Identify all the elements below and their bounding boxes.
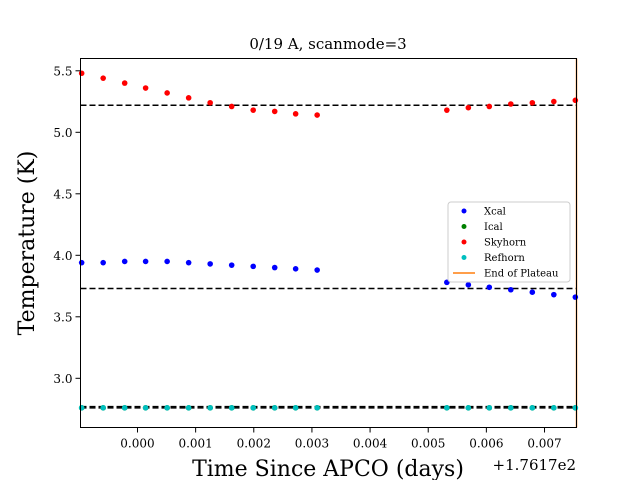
y-tick-label-1: 3.5: [53, 310, 72, 324]
axes-frame: [80, 58, 577, 428]
point-xcal-18: [572, 294, 579, 300]
legend-marker-skyhorn: [461, 239, 467, 245]
point-refhorn-0: [78, 405, 85, 411]
point-refhorn-14: [486, 405, 493, 411]
point-skyhorn-11: [314, 112, 320, 118]
point-skyhorn-7: [228, 103, 235, 110]
legend-label-0: Xcal: [484, 207, 506, 218]
x-axis: 0.000 0.001 0.002 0.003 0.004 0.005 0.006 0.007: [120, 427, 562, 451]
point-skyhorn-1: [100, 75, 106, 81]
point-skyhorn-17: [551, 98, 557, 105]
legend-marker-refhorn: [461, 255, 467, 260]
legend-marker-ical: [461, 224, 467, 229]
y-tick-label-5: 5.5: [53, 64, 72, 78]
point-refhorn-3: [142, 405, 149, 411]
point-skyhorn-3: [142, 85, 149, 91]
point-xcal-14: [486, 284, 493, 291]
x-axis-offset: +1.7617e2: [493, 456, 576, 474]
y-axis-label: Temperature (K): [15, 151, 40, 336]
point-skyhorn-8: [250, 107, 256, 113]
y-tick-label-2: 4.0: [53, 249, 72, 263]
point-refhorn-17: [551, 405, 557, 411]
point-xcal-16: [529, 289, 536, 296]
point-refhorn-9: [271, 405, 278, 411]
point-refhorn-6: [207, 405, 213, 411]
x-tick-label-6: 0.006: [469, 437, 503, 451]
point-skyhorn-16: [529, 99, 536, 106]
point-skyhorn-2: [121, 80, 128, 86]
point-refhorn-4: [164, 405, 170, 411]
y-axis: 3.0 3.5 4.0 4.5 5.0 5.5: [53, 64, 81, 386]
legend-label-4: End of Plateau: [484, 269, 559, 280]
point-skyhorn-5: [185, 95, 192, 101]
point-skyhorn-15: [507, 101, 514, 107]
x-tick-label-4: 0.004: [353, 437, 388, 451]
point-refhorn-2: [121, 405, 128, 411]
y-tick-label-3: 4.5: [53, 187, 72, 201]
point-xcal-3: [142, 258, 149, 265]
point-xcal-8: [250, 263, 256, 270]
point-xcal-10: [292, 266, 299, 272]
point-refhorn-16: [529, 405, 536, 411]
point-xcal-7: [228, 262, 235, 268]
point-skyhorn-9: [271, 108, 278, 115]
point-xcal-1: [100, 259, 106, 266]
x-tick-label-3: 0.003: [295, 437, 329, 451]
legend-marker-xcal: [461, 208, 467, 214]
point-skyhorn-12: [444, 107, 450, 113]
point-xcal-13: [465, 282, 472, 288]
point-refhorn-10: [292, 405, 299, 411]
point-refhorn-18: [572, 405, 579, 411]
point-refhorn-12: [444, 405, 450, 411]
point-skyhorn-18: [572, 97, 579, 104]
plot-area: [78, 58, 579, 428]
x-tick-label-5: 0.005: [411, 437, 445, 451]
legend: Xcal Ical Skyhorn Refhorn End of Plateau: [447, 201, 571, 283]
point-skyhorn-10: [292, 111, 299, 117]
legend-label-3: Refhorn: [484, 253, 525, 264]
point-xcal-6: [207, 261, 213, 267]
x-axis-label: Time Since APCO (days): [192, 457, 464, 480]
point-xcal-0: [78, 259, 85, 266]
x-tick-label-2: 0.002: [237, 437, 271, 451]
point-skyhorn-4: [164, 90, 170, 96]
point-xcal-15: [507, 286, 514, 293]
point-refhorn-1: [100, 405, 106, 411]
x-tick-label-1: 0.001: [178, 437, 212, 451]
legend-box: [447, 201, 571, 283]
point-refhorn-11: [314, 405, 320, 411]
x-tick-label-0: 0.000: [120, 437, 154, 451]
point-skyhorn-13: [465, 104, 472, 111]
point-xcal-5: [185, 259, 192, 266]
legend-label-2: Skyhorn: [484, 238, 527, 249]
y-tick-label-0: 3.0: [53, 372, 72, 386]
point-skyhorn-6: [207, 99, 213, 106]
series-xcal: [78, 258, 579, 300]
point-xcal-17: [551, 291, 557, 298]
x-tick-label-7: 0.007: [527, 437, 561, 451]
point-xcal-4: [164, 258, 170, 265]
chart-title: 0/19 A, scanmode=3: [249, 35, 406, 53]
point-xcal-11: [314, 267, 320, 273]
point-xcal-2: [121, 258, 128, 265]
y-tick-label-4: 5.0: [53, 126, 72, 140]
point-refhorn-13: [465, 405, 472, 411]
point-refhorn-8: [250, 405, 256, 411]
legend-label-1: Ical: [484, 222, 503, 233]
point-refhorn-7: [228, 405, 235, 411]
point-refhorn-15: [507, 405, 514, 411]
point-skyhorn-14: [486, 103, 493, 110]
point-xcal-9: [271, 264, 278, 271]
point-refhorn-5: [185, 405, 192, 411]
series-skyhorn: [78, 70, 579, 118]
